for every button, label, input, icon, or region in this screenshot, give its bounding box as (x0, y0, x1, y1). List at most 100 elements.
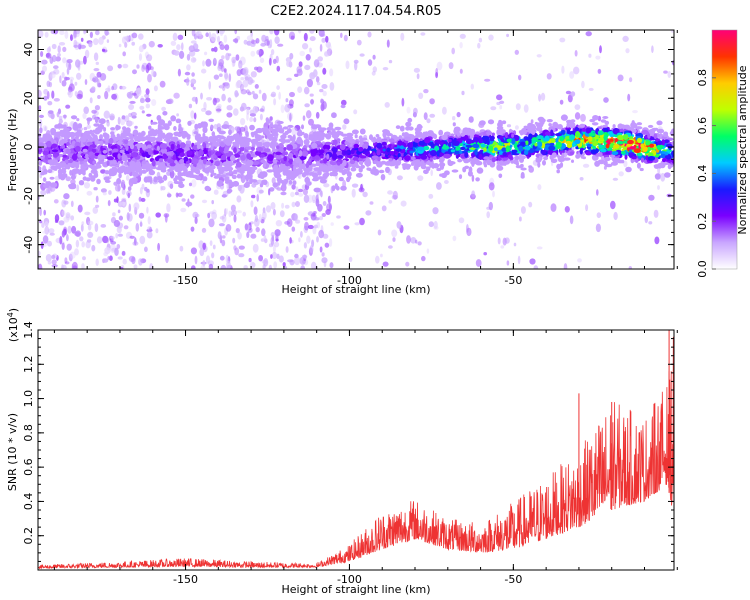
spectrogram-ridge-point (519, 155, 526, 160)
spectrogram-ridge-point (145, 166, 149, 172)
spectrogram-noise-point (211, 47, 215, 52)
spectrogram-noise-point (291, 226, 296, 232)
spectrogram-noise-point (226, 112, 233, 118)
spectrogram-ridge-point (249, 124, 255, 131)
spectrogram-ridge-point (233, 147, 237, 154)
spectrogram-ridge-point (151, 160, 156, 167)
spectrogram-noise-point (255, 38, 260, 44)
spectrogram-noise-point (236, 69, 242, 77)
spectrogram-ridge-point (634, 158, 639, 163)
spectrogram-ridge-point (141, 143, 147, 150)
spectrogram-noise-point (388, 199, 393, 204)
x-tick-label: -100 (337, 274, 362, 287)
spectrogram-ridge-point (627, 139, 634, 145)
spectrogram-ridge-point (314, 155, 320, 160)
spectrogram-noise-point (221, 239, 226, 247)
spectrogram-ridge-point (394, 165, 399, 169)
spectrogram-noise-point (108, 190, 112, 195)
spectrogram-ridge-point (397, 153, 401, 158)
spectrogram-noise-point (288, 31, 296, 40)
spectrogram-ridge-point (70, 115, 78, 120)
spectrogram-noise-point (220, 264, 227, 269)
spectrogram-ridge-point (416, 124, 423, 130)
spectrogram-ridge-point (51, 143, 58, 149)
spectrogram-ridge-point (624, 154, 628, 160)
spectrogram-ridge-point (433, 133, 438, 140)
spectrogram-noise-point (252, 243, 259, 253)
y-tick-label: 0.2 (22, 527, 35, 545)
spectrogram-ridge-point (437, 141, 444, 145)
spectrogram-ridge-point (116, 178, 122, 185)
spectrogram-noise-point (213, 189, 219, 195)
spectrogram-noise-point (246, 231, 250, 238)
spectrogram-noise-point (67, 91, 71, 96)
spectrogram-noise-point (663, 70, 668, 74)
spectrogram-ridge-point (656, 120, 663, 126)
spectrogram-ridge-point (664, 155, 670, 159)
spectrogram-noise-point (242, 211, 246, 217)
spectrogram-noise-point (165, 254, 169, 264)
spectrogram-ridge-point (443, 153, 451, 159)
spectrogram-ridge-point (272, 183, 278, 188)
spectrogram-noise-point (506, 33, 510, 38)
spectrogram-ridge-point (326, 126, 334, 131)
spectrogram-ridge-point (638, 142, 642, 149)
spectrogram-noise-point (57, 45, 61, 54)
spectrogram-ridge-point (251, 139, 256, 145)
spectrogram-ridge-point (478, 153, 483, 160)
spectrogram-noise-point (147, 73, 152, 83)
spectrogram-ridge-point (414, 159, 421, 163)
spectrogram-ridge-point (59, 129, 64, 135)
spectrogram-noise-point (536, 54, 542, 58)
spectrogram-ridge-point (609, 138, 614, 142)
spectrogram-ridge-point (412, 111, 417, 118)
spectrogram-ridge-point (125, 127, 131, 134)
spectrogram-ridge-point (215, 151, 222, 157)
spectrogram-ridge-point (301, 131, 305, 135)
spectrogram-ridge-point (275, 151, 282, 156)
spectrogram-noise-point (470, 193, 476, 200)
spectrogram-ridge-point (288, 180, 293, 185)
spectrogram-noise-point (177, 68, 181, 77)
spectrogram-noise-point (506, 260, 510, 266)
spectrogram-noise-point (300, 231, 303, 238)
spectrogram-noise-point (297, 86, 303, 93)
spectrogram-ridge-point (525, 129, 533, 133)
x-tick-label: -50 (504, 573, 522, 586)
spectrogram-ridge-point (86, 117, 93, 122)
spectrogram-noise-point (114, 184, 121, 192)
spectrogram-noise-point (105, 238, 110, 244)
spectrogram-ridge-point (153, 176, 158, 183)
spectrogram-ridge-point (135, 162, 141, 167)
spectrogram-ridge-point (318, 132, 324, 136)
spectrogram-ridge-point (188, 182, 193, 187)
spectrogram-noise-point (218, 73, 223, 77)
snr-peaks (578, 330, 670, 528)
spectrogram-ridge-point (295, 150, 299, 158)
spectrogram-noise-point (285, 98, 289, 103)
spectrogram-ridge-point (420, 154, 428, 160)
spectrogram-noise-point (194, 255, 198, 265)
spectrogram-noise-point (68, 253, 73, 262)
spectrogram-noise-point (519, 216, 522, 222)
spectrogram-noise-point (248, 224, 251, 230)
spectrogram-noise-point (360, 183, 363, 191)
spectrogram-noise-point (330, 222, 334, 226)
spectrogram-noise-point (311, 194, 316, 202)
y-tick-label: 1.2 (22, 356, 35, 374)
spectrogram-noise-point (302, 254, 308, 259)
spectrogram-noise-point (258, 89, 262, 94)
spectrogram-noise-point (128, 203, 132, 212)
spectrogram-noise-point (269, 187, 275, 192)
spectrogram-ridge-point (64, 159, 69, 163)
spectrogram-ridge-point (319, 178, 327, 184)
spectrogram-noise-point (289, 259, 295, 266)
spectrogram-noise-point (227, 97, 232, 103)
spectrogram-noise-point (234, 90, 239, 98)
spectrogram-ridge-point (600, 148, 607, 153)
spectrogram-ridge-point (603, 161, 608, 166)
spectrogram-noise-point (124, 115, 130, 123)
spectrogram-noise-point (225, 224, 232, 232)
spectrogram-ridge-point (559, 162, 564, 168)
